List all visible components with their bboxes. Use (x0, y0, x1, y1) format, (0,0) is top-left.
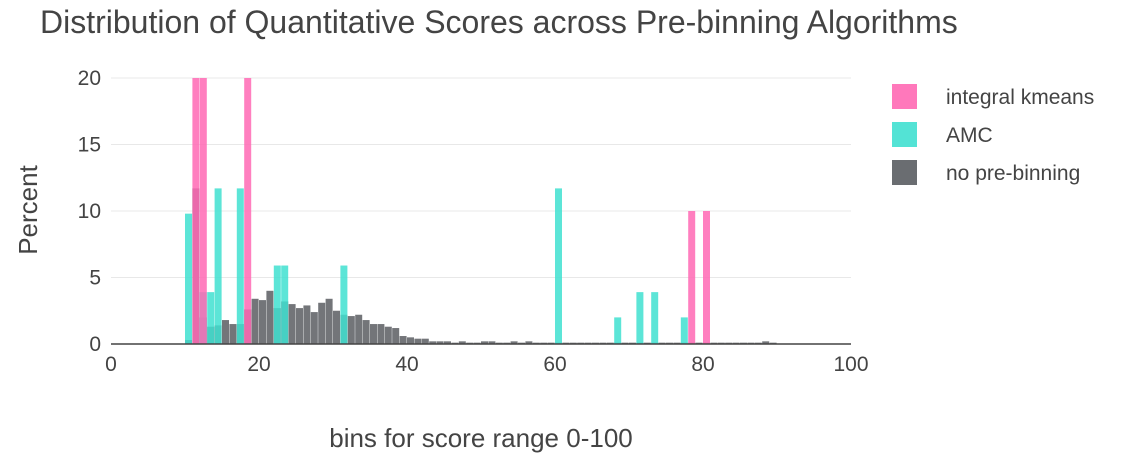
bar (347, 316, 355, 344)
bar (229, 324, 237, 344)
bar (488, 341, 496, 344)
bar (325, 298, 333, 344)
bar (340, 265, 348, 344)
bar (310, 312, 318, 344)
legend-label: no pre-binning (946, 162, 1080, 185)
x-tick-label: 0 (105, 353, 117, 376)
y-tick-label: 15 (78, 134, 101, 157)
bar (370, 324, 377, 344)
bar (555, 188, 562, 344)
bar (251, 298, 259, 344)
bar (481, 341, 488, 344)
bar (614, 317, 622, 344)
bar (392, 328, 400, 344)
series-integral-kmeans (192, 78, 710, 344)
bar (377, 324, 385, 344)
bar (185, 213, 192, 344)
bar (688, 211, 696, 344)
grid-lines (111, 77, 851, 278)
bar (214, 188, 222, 344)
x-tick-label: 80 (691, 353, 714, 376)
bar (199, 78, 207, 344)
chart-title: Distribution of Quantitative Scores acro… (40, 4, 958, 40)
bar (651, 292, 659, 344)
bar (222, 320, 229, 344)
x-tick-label: 60 (543, 353, 566, 376)
bar (525, 341, 533, 344)
series-no-pre-binning (185, 188, 777, 344)
bar (281, 265, 289, 344)
legend-swatch (892, 84, 917, 109)
y-tick-label: 5 (89, 267, 101, 290)
x-tick-labels: 0 20 40 60 80 100 (105, 353, 868, 376)
y-tick-label: 10 (78, 200, 101, 223)
legend: integral kmeans AMC no pre-binning (892, 84, 1094, 185)
y-axis-title: Percent (13, 164, 43, 254)
bar (384, 326, 392, 344)
bar (192, 78, 200, 344)
y-tick-label: 20 (78, 67, 101, 90)
x-tick-label: 20 (247, 353, 270, 376)
bar (362, 320, 370, 344)
legend-item[interactable]: integral kmeans (892, 84, 1094, 109)
bar (510, 341, 518, 344)
bar (244, 78, 252, 344)
legend-item[interactable]: AMC (892, 122, 993, 147)
legend-item[interactable]: no pre-binning (892, 160, 1080, 185)
bar (207, 292, 215, 344)
bar (266, 290, 274, 344)
bar (288, 304, 296, 344)
legend-swatch (892, 122, 917, 147)
bar (259, 300, 266, 344)
bar (355, 314, 363, 344)
legend-label: AMC (946, 124, 993, 147)
bar (318, 302, 326, 344)
legend-label: integral kmeans (946, 86, 1094, 109)
x-axis-title: bins for score range 0-100 (329, 423, 633, 453)
x-tick-label: 40 (395, 353, 418, 376)
bar (236, 188, 244, 344)
bar (762, 341, 770, 344)
bar (429, 341, 437, 344)
y-tick-labels: 0 5 10 15 20 (78, 67, 101, 356)
bar (636, 292, 644, 344)
bar (333, 310, 340, 344)
bar (458, 341, 466, 344)
bar (399, 336, 407, 344)
legend-swatch (892, 160, 917, 185)
bar (680, 317, 688, 344)
bar (414, 338, 422, 344)
bar (407, 337, 414, 344)
bar (703, 211, 710, 344)
bar (436, 341, 444, 344)
bar (421, 338, 429, 344)
y-tick-label: 0 (89, 333, 101, 356)
bar (444, 341, 451, 344)
bar (303, 305, 311, 344)
bar (273, 265, 281, 344)
bar (296, 308, 303, 344)
x-tick-label: 100 (833, 353, 868, 376)
